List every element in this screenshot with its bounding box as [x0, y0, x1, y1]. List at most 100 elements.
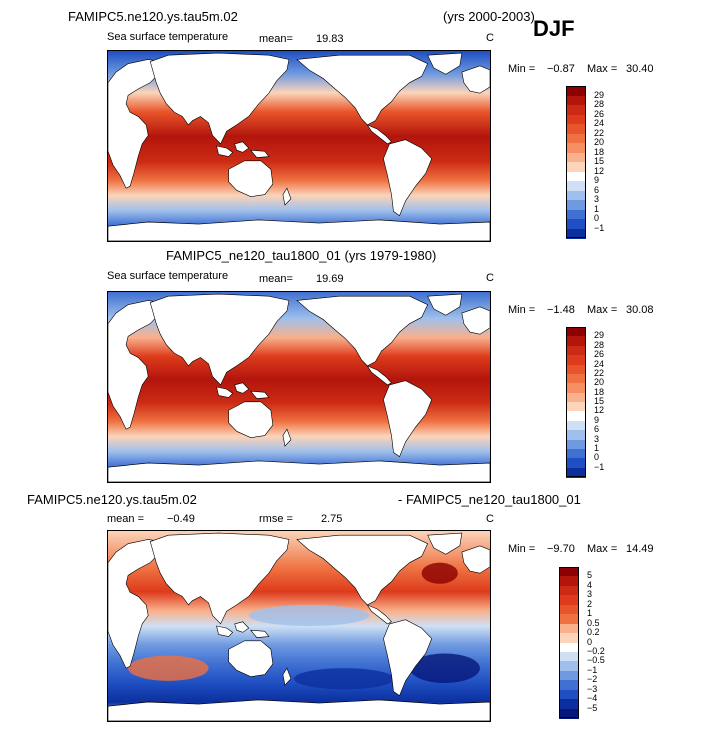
colorbar-swatch [566, 86, 586, 96]
colorbar-swatch [566, 420, 586, 431]
colorbar-tick-label: 5 [587, 570, 593, 581]
panel2-mean-label: mean= [259, 273, 293, 285]
colorbar-tick-label: 1 [594, 203, 600, 214]
colorbar-swatch [566, 336, 586, 347]
colorbar-tick-label: 6 [594, 184, 600, 195]
panel3-mean-value: −0.49 [167, 513, 195, 525]
colorbar-tick-label: 1 [594, 442, 600, 453]
colorbar-swatch [566, 152, 586, 163]
colorbar-tick-label: 2 [587, 598, 593, 609]
colorbar-tick-label: 22 [594, 367, 605, 378]
colorbar-swatch [559, 567, 579, 577]
colorbar-swatch [566, 181, 586, 191]
colorbar-swatch [566, 411, 586, 422]
colorbar-tick-label: 0.2 [587, 627, 600, 638]
colorbar-swatch [566, 124, 586, 134]
colorbar-swatch [566, 327, 586, 337]
colorbar-tick-label: 29 [594, 330, 605, 341]
colorbar-swatch [559, 576, 579, 587]
colorbar-swatch [559, 708, 579, 719]
panel2-units: C [486, 272, 494, 284]
colorbar-swatch [559, 604, 579, 615]
panel1-map [107, 50, 491, 242]
colorbar-frame [566, 327, 586, 477]
colorbar-swatch [566, 383, 586, 394]
colorbar-tick-label: 20 [594, 377, 605, 388]
colorbar-tick-label: 18 [594, 386, 605, 397]
colorbar-tick-label: 18 [594, 146, 605, 157]
panel1-min-label: Min = [508, 63, 536, 75]
colorbar-tick-label: 4 [587, 579, 593, 590]
colorbar-tick-label: −0.5 [587, 655, 605, 666]
panel2-map-svg [108, 292, 490, 482]
colorbar-tick-label: 0.5 [587, 617, 600, 628]
panel3-mean-label: mean = [107, 513, 144, 525]
colorbar-swatch [566, 392, 586, 403]
colorbar-diff: 5 4 3 2 1 0.5 0.2 0 −0.2 −0.5 −1 −2 −3 −4 −5 [559, 567, 619, 719]
panel2-max-label: Max = [587, 304, 618, 316]
season-label: DJF [533, 16, 575, 41]
panel1-mean-value: 19.83 [316, 33, 344, 45]
colorbar-swatch [566, 171, 586, 182]
colorbar-swatch [566, 430, 586, 440]
colorbar-tick-label: −4 [587, 693, 598, 704]
colorbar-swatch [559, 642, 579, 653]
colorbar-frame [559, 567, 579, 718]
colorbar-swatch [566, 105, 586, 115]
colorbar-swatch [566, 219, 586, 229]
colorbar-swatch [566, 133, 586, 144]
panel3-case-a: FAMIPC5.ne120.ys.tau5m.02 [27, 492, 197, 507]
colorbar-tick-label: 9 [594, 414, 600, 425]
colorbar-tick-label: 1 [587, 608, 593, 619]
colorbar-tick-label: 3 [594, 433, 600, 444]
panel1-map-svg [108, 51, 490, 241]
colorbar-swatch [566, 439, 586, 450]
panel2-title: FAMIPC5_ne120_tau1800_01 (yrs 1979-1980) [166, 248, 437, 263]
colorbar-tick-label: 0 [594, 452, 600, 463]
colorbar-tick-label: 0 [594, 213, 600, 223]
panel3-rmse-label: rmse = [259, 513, 293, 525]
colorbar-swatch [566, 373, 586, 384]
panel3-case-b: - FAMIPC5_ne120_tau1800_01 [398, 492, 581, 507]
panel1-field: Sea surface temperature [107, 31, 229, 43]
colorbar-swatch [566, 448, 586, 459]
colorbar-swatch [559, 689, 579, 700]
panel2-field: Sea surface temperature [107, 270, 229, 282]
colorbar-tick-label: 29 [594, 89, 605, 100]
colorbar-swatch [566, 364, 586, 375]
colorbar-abs-1: 29 28 26 24 22 20 18 15 12 9 6 3 1 0 −1 [566, 86, 626, 239]
colorbar-swatch [566, 458, 586, 469]
colorbar-tick-label: 22 [594, 127, 605, 138]
panel2-min-value: −1.48 [547, 304, 575, 316]
panel1-max-label: Max = [587, 63, 618, 75]
colorbar-tick-label: −3 [587, 683, 598, 694]
panel1-max-value: 30.40 [626, 63, 654, 75]
colorbar-tick-label: 3 [587, 589, 593, 600]
colorbar-tick-label: 0 [587, 636, 593, 647]
panel3-min-value: −9.70 [547, 543, 575, 555]
colorbar-tick-label: 15 [594, 396, 605, 406]
colorbar-tick-label: 24 [594, 118, 605, 128]
colorbar-swatch [566, 228, 586, 239]
colorbar-tick-label: 26 [594, 349, 605, 360]
colorbar-swatch [566, 467, 586, 478]
colorbar-tick-label: 20 [594, 137, 605, 147]
colorbar-tick-label: −0.2 [587, 645, 605, 656]
colorbar-swatch [559, 670, 579, 681]
panel1-min-value: −0.87 [547, 63, 575, 75]
panel3-rmse-value: 2.75 [321, 513, 343, 525]
panel3-min-label: Min = [508, 543, 536, 555]
colorbar-swatch [559, 680, 579, 691]
panel2-map [107, 291, 491, 483]
panel2-mean-value: 19.69 [316, 273, 344, 285]
panel2-min-label: Min = [508, 304, 536, 316]
colorbar-swatch [559, 585, 579, 596]
panel3-max-label: Max = [587, 543, 618, 555]
colorbar-tick-label: 28 [594, 339, 605, 350]
panel3-units: C [486, 513, 494, 525]
colorbar-tick-label: −5 [587, 702, 598, 713]
colorbar-tick-label: −1 [587, 664, 598, 675]
colorbar-swatch [559, 699, 579, 710]
colorbar-swatch [566, 355, 586, 365]
colorbar-tick-label: 24 [594, 358, 605, 369]
